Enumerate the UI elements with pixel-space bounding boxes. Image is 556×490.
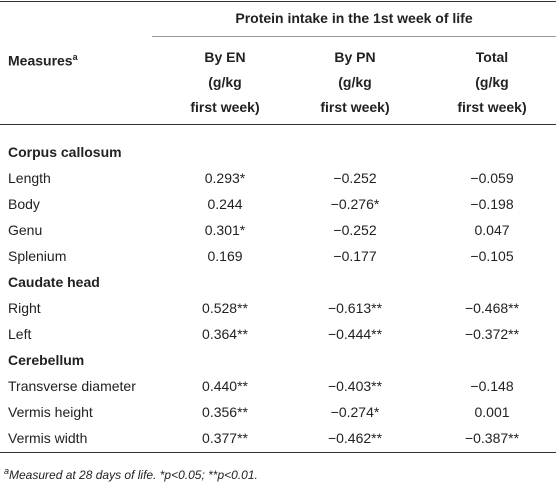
column-header: Measuresa (8, 52, 78, 69)
superscript: a (72, 52, 78, 62)
cell-value: −0.468** (464, 300, 520, 316)
cell-value: 0.047 (474, 222, 510, 238)
cell-value: −0.105 (470, 248, 514, 264)
column-header: first week) (190, 99, 260, 115)
footnote-marker: a (4, 466, 10, 476)
section-title: Corpus callosum (8, 144, 122, 160)
cell-value: −0.276* (330, 196, 380, 212)
group-rule (152, 36, 556, 37)
column-header: (g/kg (475, 74, 509, 90)
cell-value: −0.387** (464, 430, 520, 446)
row-label: Splenium (8, 248, 67, 264)
cell-value: 0.377** (202, 430, 248, 446)
row-label: Transverse diameter (8, 378, 136, 394)
row-label: Genu (8, 222, 43, 238)
row-label: Length (8, 170, 51, 186)
cell-value: 0.356** (202, 404, 248, 420)
footnote-text: Measured at 28 days of life. *p<0.05; **… (9, 468, 258, 482)
cell-value: 0.244 (207, 196, 243, 212)
column-header: first week) (320, 99, 390, 115)
cell-value: −0.372** (464, 326, 520, 342)
cell-value: −0.177 (333, 248, 377, 264)
cell-value: −0.252 (333, 170, 377, 186)
column-header: first week) (457, 99, 527, 115)
row-label: Body (8, 196, 40, 212)
top-rule (0, 1, 556, 2)
column-header: By PN (334, 49, 376, 65)
cell-value: 0.169 (207, 248, 243, 264)
header-rule (0, 124, 556, 125)
column-header: (g/kg (208, 74, 242, 90)
column-header: (g/kg (338, 74, 372, 90)
cell-value: −0.403** (327, 378, 383, 394)
cell-value: 0.440** (202, 378, 248, 394)
cell-value: 0.293* (204, 170, 246, 186)
cell-value: −0.274* (330, 404, 380, 420)
row-label: Left (8, 326, 32, 342)
cell-value: −0.252 (333, 222, 377, 238)
cell-value: 0.364** (202, 326, 248, 342)
cell-value: −0.148 (470, 378, 514, 394)
row-label: Vermis height (8, 404, 93, 420)
cell-value: −0.198 (470, 196, 514, 212)
footnote: aMeasured at 28 days of life. *p<0.05; *… (4, 462, 258, 484)
cell-value: −0.059 (470, 170, 514, 186)
cell-value: −0.613** (327, 300, 383, 316)
cell-value: 0.001 (474, 404, 510, 420)
group-header: Protein intake in the 1st week of life (235, 10, 473, 26)
row-label: Right (8, 300, 41, 316)
cell-value: 0.528** (202, 300, 248, 316)
column-header: Total (475, 49, 509, 65)
cell-value: 0.301* (204, 222, 246, 238)
column-header: By EN (204, 49, 246, 65)
bottom-rule (0, 452, 556, 453)
section-title: Cerebellum (8, 352, 85, 368)
cell-value: −0.444** (327, 326, 383, 342)
row-label: Vermis width (8, 430, 88, 446)
cell-value: −0.462** (327, 430, 383, 446)
section-title: Caudate head (8, 274, 100, 290)
